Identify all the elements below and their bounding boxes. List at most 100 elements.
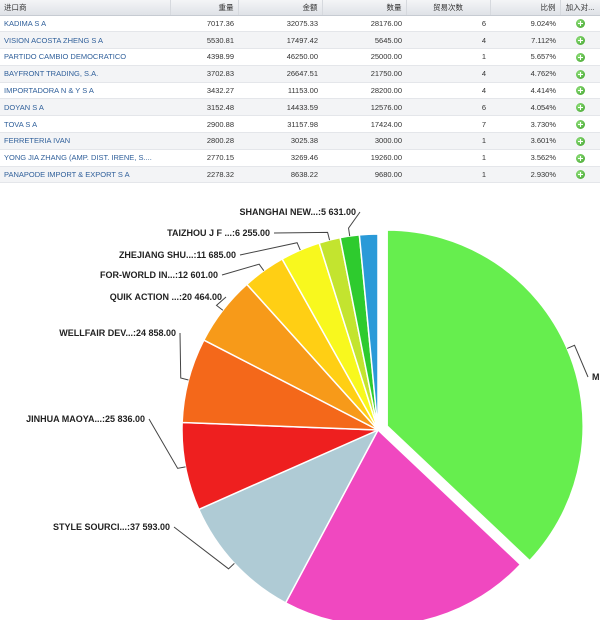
table-row: DOYAN S A 3152.48 14433.59 12576.00 6 4.…	[0, 98, 600, 117]
importer-name-link[interactable]: KADIMA S A	[0, 15, 170, 33]
add-cell	[560, 82, 600, 100]
trades-cell: 6	[406, 98, 490, 117]
weight-cell: 2900.88	[170, 115, 238, 134]
pie-label-leader	[566, 344, 589, 378]
weight-cell: 3432.27	[170, 82, 238, 100]
pie-label-leader	[148, 418, 186, 469]
amount-cell: 31157.98	[238, 115, 322, 134]
amount-cell: 3025.38	[238, 132, 322, 150]
table-row: PARTIDO CAMBIO DEMOCRATICO 4398.99 46250…	[0, 48, 600, 66]
weight-cell: 2770.15	[170, 149, 238, 167]
amount-cell: 14433.59	[238, 98, 322, 117]
column-header-trades[interactable]: 贸易次数	[406, 0, 491, 16]
pie-slice[interactable]	[197, 428, 380, 604]
importer-name-link[interactable]: BAYFRONT TRADING, S.A.	[0, 65, 170, 83]
importer-table: 进口商 重量 金额 数量 贸易次数 比例 加入对... KADIMA S A 7…	[0, 0, 600, 184]
add-cell	[560, 48, 600, 66]
trades-cell: 1	[406, 48, 490, 66]
pie-label: WELLFAIR DEV...:24 858.00	[59, 328, 176, 338]
column-header-importer[interactable]: 进口商	[0, 0, 171, 16]
plus-circle-icon[interactable]	[575, 103, 585, 113]
quantity-cell: 28200.00	[322, 82, 406, 100]
amount-cell: 17497.42	[238, 31, 322, 50]
importer-table-panel: 进口商 重量 金额 数量 贸易次数 比例 加入对... KADIMA S A 7…	[0, 0, 600, 192]
quantity-cell: 3000.00	[322, 132, 406, 150]
importer-name-link[interactable]: FERRETERIA IVAN	[0, 132, 170, 150]
quantity-cell: 28176.00	[322, 15, 406, 33]
trades-cell: 6	[406, 15, 490, 33]
ratio-cell: 3.601%	[490, 132, 560, 150]
add-cell	[560, 31, 600, 50]
add-cell	[560, 166, 600, 184]
trades-cell: 4	[406, 82, 490, 100]
amount-cell: 46250.00	[238, 48, 322, 66]
add-cell	[560, 98, 600, 117]
weight-cell: 3152.48	[170, 98, 238, 117]
weight-cell: 2800.28	[170, 132, 238, 150]
ratio-cell: 9.024%	[490, 15, 560, 33]
pie-labels: M STYLE SOURCI...:37 593.00 JINHUA MAOYA..…	[26, 207, 600, 570]
ratio-cell: 3.562%	[490, 149, 560, 167]
amount-cell: 26647.51	[238, 65, 322, 83]
pie-label-leader	[179, 332, 189, 381]
pie-label: TAIZHOU J F ...:6 255.00	[167, 228, 270, 238]
pie-label-leader	[221, 263, 265, 276]
table-row: YONG JIA ZHANG (AMP. DIST. IRENE, S.... …	[0, 149, 600, 167]
weight-cell: 3702.83	[170, 65, 238, 83]
plus-circle-icon[interactable]	[575, 19, 585, 29]
table-row: FERRETERIA IVAN 2800.28 3025.38 3000.00 …	[0, 132, 600, 150]
pie-label-leader	[273, 231, 331, 241]
column-header-add[interactable]: 加入对...	[560, 0, 600, 16]
pie-label: FOR-WORLD IN...:12 601.00	[100, 270, 218, 280]
plus-circle-icon[interactable]	[575, 69, 585, 79]
column-header-quantity[interactable]: 数量	[322, 0, 407, 16]
weight-cell: 2278.32	[170, 166, 238, 184]
importer-name-link[interactable]: PANAPODE IMPORT & EXPORT S A	[0, 166, 170, 184]
pie-label: ZHEJIANG SHU...:11 685.00	[119, 250, 236, 260]
pie-label: JINHUA MAOYA...:25 836.00	[26, 414, 145, 424]
column-header-ratio[interactable]: 比例	[490, 0, 561, 16]
importer-name-link[interactable]: PARTIDO CAMBIO DEMOCRATICO	[0, 48, 170, 66]
plus-circle-icon[interactable]	[575, 52, 585, 62]
pie-label-leader	[239, 242, 301, 256]
quantity-cell: 25000.00	[322, 48, 406, 66]
weight-cell: 4398.99	[170, 48, 238, 66]
quantity-cell: 5645.00	[322, 31, 406, 50]
importer-name-link[interactable]: TOVA S A	[0, 115, 170, 134]
plus-circle-icon[interactable]	[575, 136, 585, 146]
ratio-cell: 4.762%	[490, 65, 560, 83]
add-cell	[560, 115, 600, 134]
plus-circle-icon[interactable]	[575, 153, 585, 163]
importer-name-link[interactable]: DOYAN S A	[0, 98, 170, 117]
add-cell	[560, 149, 600, 167]
pie-chart: M STYLE SOURCI...:37 593.00 JINHUA MAOYA..…	[26, 207, 600, 625]
table-row: TOVA S A 2900.88 31157.98 17424.00 7 3.7…	[0, 115, 600, 134]
plus-circle-icon[interactable]	[575, 170, 585, 180]
add-cell	[560, 132, 600, 150]
pie-label-leader	[348, 211, 361, 237]
plus-circle-icon[interactable]	[575, 86, 585, 96]
column-header-amount[interactable]: 金额	[238, 0, 323, 16]
table-row: KADIMA S A 7017.36 32075.33 28176.00 6 9…	[0, 15, 600, 33]
table-row: IMPORTADORA N & Y S A 3432.27 11153.00 2…	[0, 82, 600, 100]
trades-cell: 7	[406, 115, 490, 134]
quantity-cell: 21750.00	[322, 65, 406, 83]
trades-cell: 1	[406, 166, 490, 184]
amount-cell: 8638.22	[238, 166, 322, 184]
importer-name-link[interactable]: IMPORTADORA N & Y S A	[0, 82, 170, 100]
plus-circle-icon[interactable]	[575, 119, 585, 129]
trades-cell: 4	[406, 65, 490, 83]
ratio-cell: 4.054%	[490, 98, 560, 117]
ratio-cell: 5.657%	[490, 48, 560, 66]
pie-label-leader	[215, 296, 227, 311]
pie-label: QUIK ACTION ...:20 464.00	[110, 292, 222, 302]
amount-cell: 3269.46	[238, 149, 322, 167]
weight-cell: 7017.36	[170, 15, 238, 33]
column-header-weight[interactable]: 重量	[170, 0, 239, 16]
trades-cell: 1	[406, 132, 490, 150]
pie-label: STYLE SOURCI...:37 593.00	[53, 522, 170, 532]
pie-slice[interactable]	[358, 233, 379, 431]
plus-circle-icon[interactable]	[575, 35, 585, 45]
importer-name-link[interactable]: YONG JIA ZHANG (AMP. DIST. IRENE, S....	[0, 149, 170, 167]
importer-name-link[interactable]: VISION ACOSTA ZHENG S A	[0, 31, 170, 50]
